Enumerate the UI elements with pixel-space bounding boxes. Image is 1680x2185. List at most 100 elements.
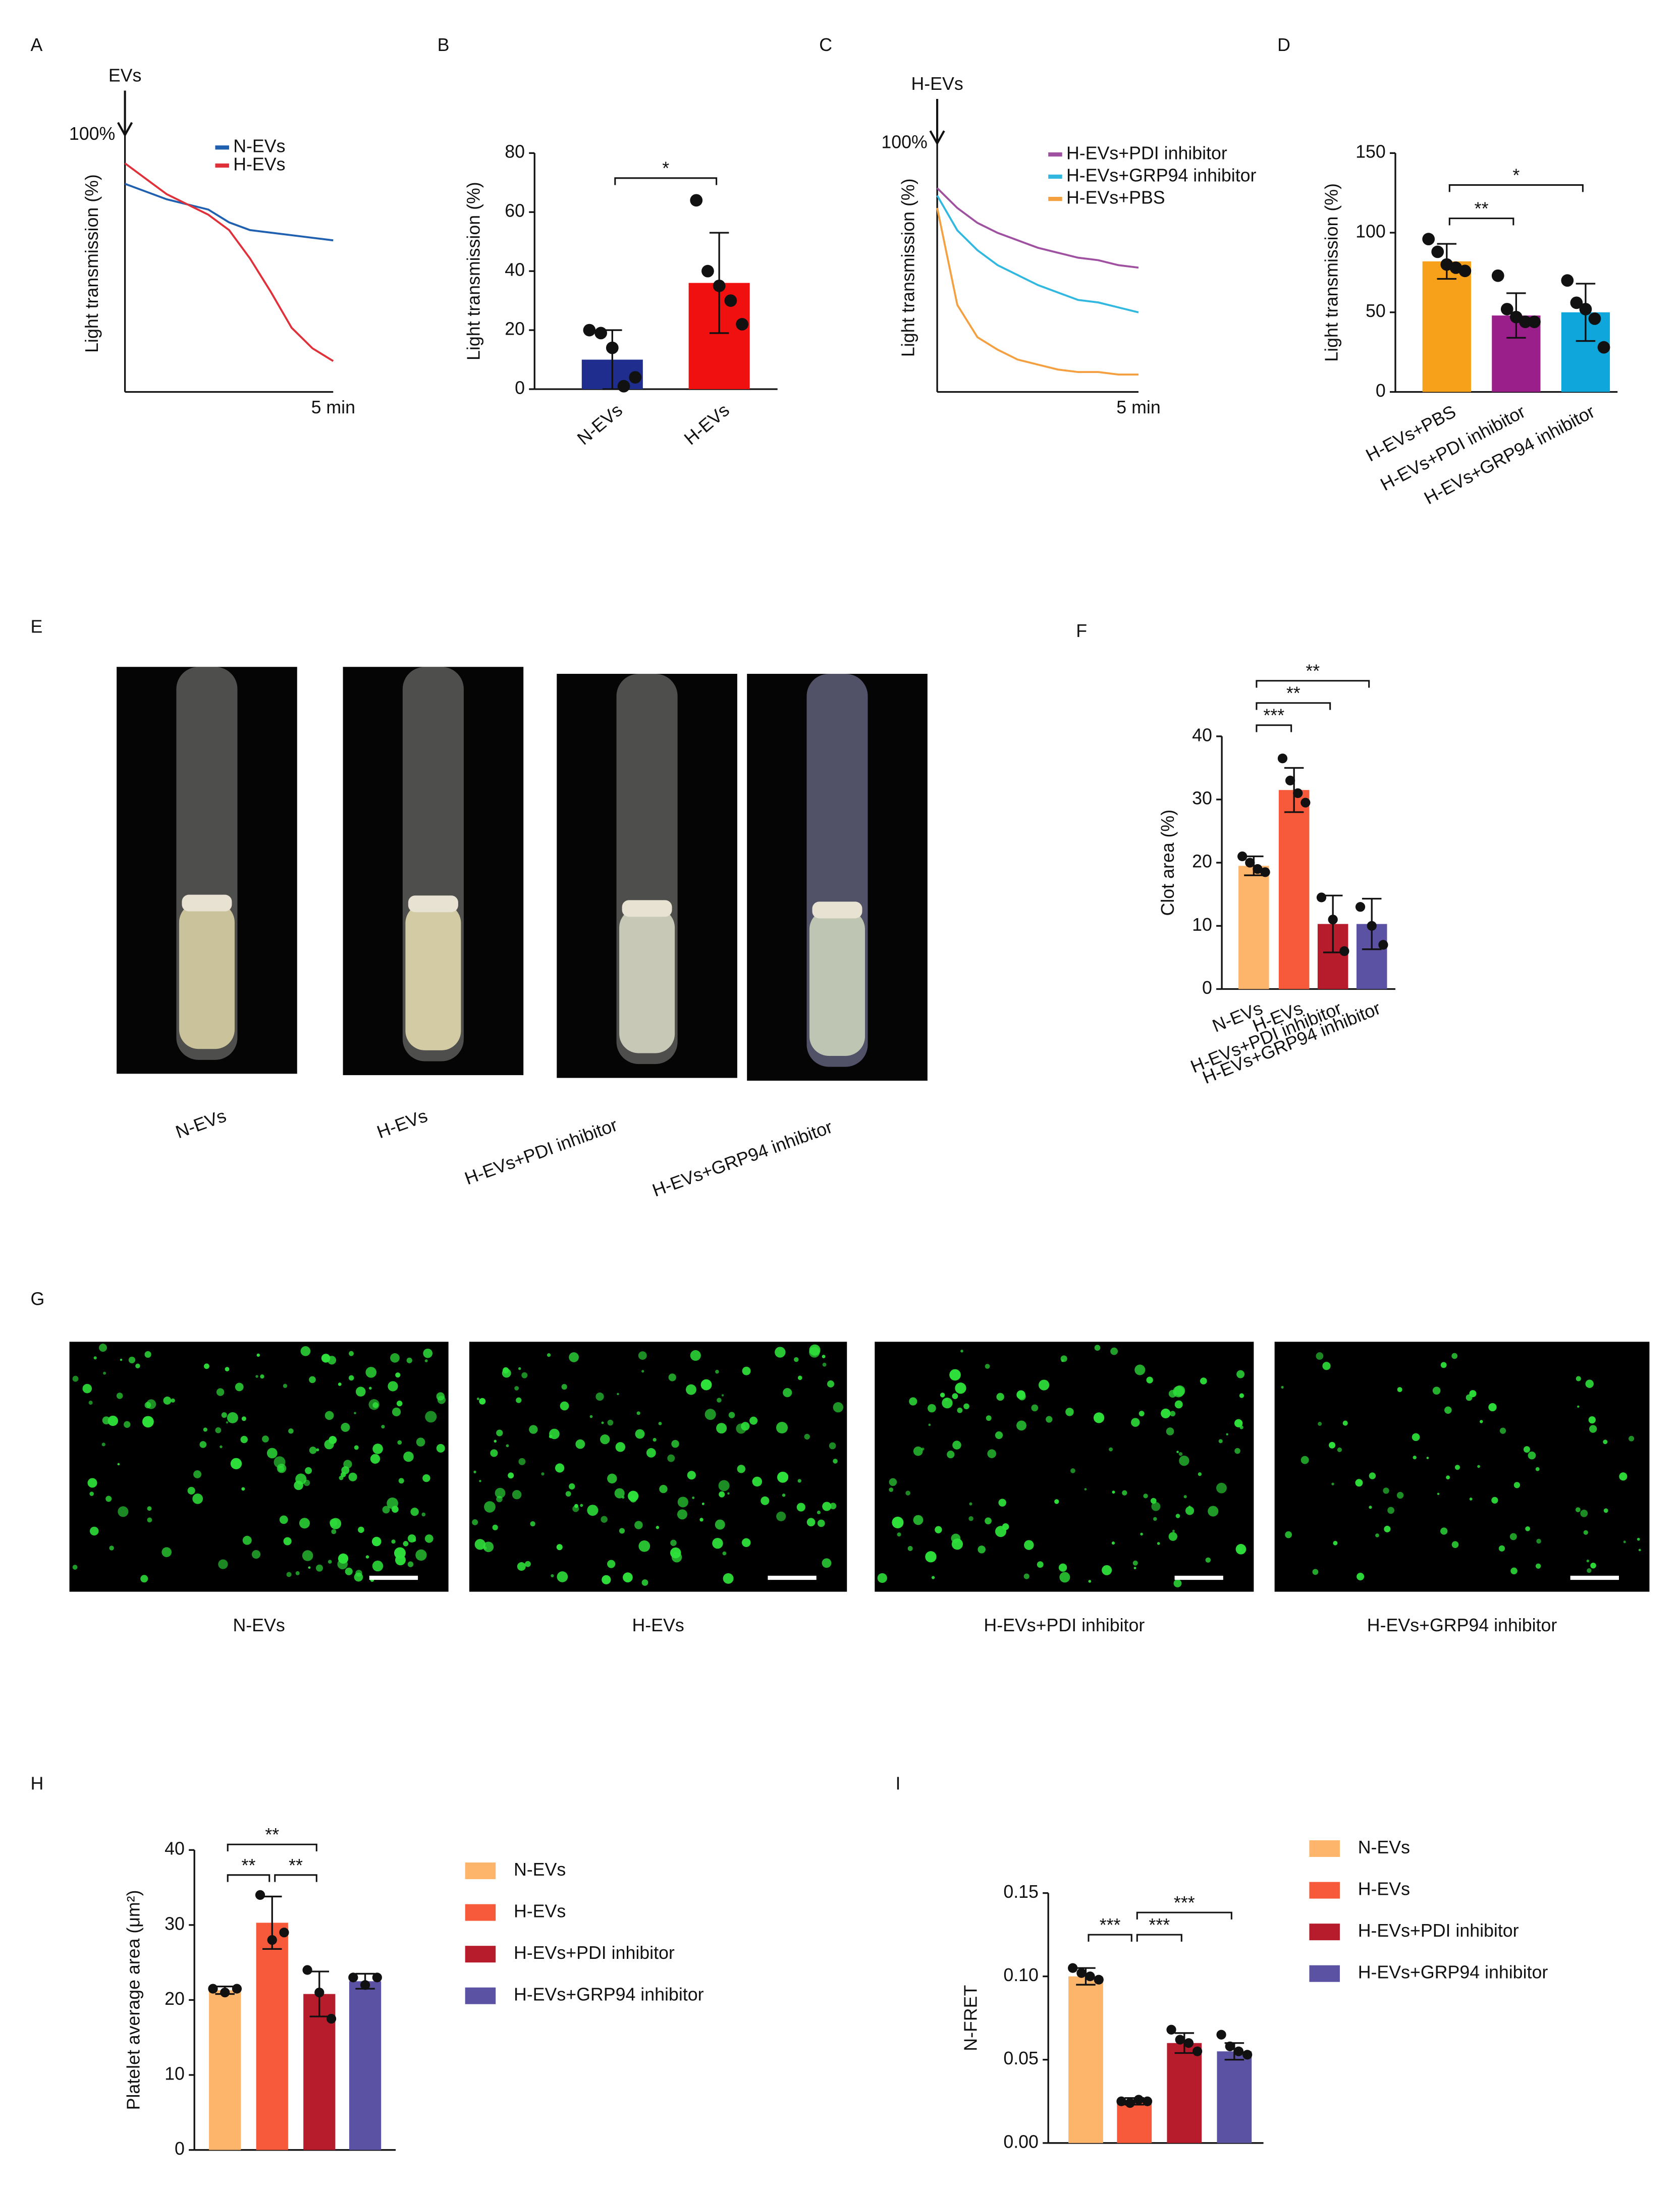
platelet-spot (561, 1384, 567, 1390)
platelet-spot (942, 1398, 953, 1409)
platelet-spot (830, 1503, 837, 1510)
tube-liquid (179, 902, 235, 1049)
platelet-spot (490, 1449, 498, 1457)
platelet-spot (636, 1411, 640, 1415)
bar (349, 1981, 382, 2150)
bar (1278, 790, 1310, 989)
platelet-spot (1396, 1491, 1404, 1499)
platelet-spot (587, 1505, 599, 1516)
data-point (220, 1987, 230, 1998)
platelet-spot (474, 1539, 486, 1550)
data-point (232, 1984, 242, 1994)
platelet-spot (530, 1521, 535, 1527)
platelet-spot (120, 1358, 123, 1361)
platelet-spot (897, 1532, 901, 1537)
platelet-spot (892, 1516, 904, 1528)
platelet-spot (135, 1363, 140, 1369)
data-point (1339, 946, 1349, 956)
platelet-spot (1469, 1498, 1473, 1501)
significance-bracket (1088, 1934, 1132, 1942)
significance-bracket (614, 177, 718, 185)
platelet-spot (382, 1506, 390, 1514)
platelet-spot (1426, 1457, 1429, 1459)
platelet-spot (89, 1491, 94, 1496)
platelet-spot (101, 1443, 105, 1447)
data-point (1528, 315, 1541, 329)
platelet-spot (521, 1372, 528, 1378)
data-point (267, 1935, 277, 1945)
bar (1238, 866, 1269, 989)
data-point (1293, 788, 1303, 798)
platelet-spot (1637, 1537, 1640, 1541)
platelet-spot (1112, 1490, 1115, 1494)
platelet-spot (1198, 1472, 1202, 1476)
fluorescence-image (469, 1342, 847, 1592)
platelet-spot (109, 1546, 114, 1551)
data-point (1192, 2046, 1203, 2056)
platelet-spot (388, 1381, 398, 1392)
platelet-spot (215, 1427, 222, 1433)
data-point (1285, 775, 1295, 786)
platelet-spot (483, 1541, 494, 1553)
platelet-spot (978, 1546, 986, 1554)
platelet-spot (72, 1375, 79, 1382)
platelet-spot (309, 1447, 317, 1454)
platelet-spot (107, 1415, 119, 1426)
data-point (1225, 2041, 1235, 2051)
platelet-spot (1322, 1362, 1331, 1370)
platelet-spot (1161, 1408, 1171, 1419)
y-tick-label: 0.05 (1003, 2048, 1039, 2068)
platelet-spot (395, 1372, 401, 1378)
platelet-spot (348, 1472, 357, 1481)
significance-bracket (1448, 184, 1584, 192)
y-tick-label: 80 (505, 142, 525, 162)
fluorescence-image (875, 1342, 1254, 1592)
data-point (1422, 233, 1435, 246)
platelet-spot (1312, 1569, 1319, 1575)
platelet-spot (220, 1445, 223, 1449)
platelet-spot (144, 1351, 151, 1358)
platelet-spot (1088, 1580, 1092, 1583)
platelet-spot (677, 1509, 687, 1520)
platelet-spot (406, 1357, 412, 1363)
platelet-spot (241, 1487, 245, 1491)
platelet-spot (1109, 1447, 1113, 1452)
platelet-spot (348, 1375, 354, 1381)
platelet-spot (1603, 1508, 1608, 1513)
significance-bracket (274, 1874, 317, 1882)
platelet-spot (889, 1478, 897, 1486)
platelet-spot (1139, 1411, 1145, 1417)
platelet-spot (484, 1501, 496, 1513)
platelet-spot (1583, 1530, 1588, 1535)
y-axis-label: Light transmission (%) (898, 178, 918, 357)
legend-label: H-EVs+GRP94 inhibitor (1066, 166, 1257, 186)
platelet-spot (670, 1539, 677, 1547)
platelet-spot (1236, 1370, 1245, 1378)
platelet-spot (1387, 1507, 1394, 1514)
platelet-spot (935, 1526, 942, 1533)
platelet-spot (1132, 1560, 1138, 1566)
platelet-spot (1432, 1387, 1441, 1395)
platelet-spot (518, 1458, 526, 1465)
data-point (583, 324, 596, 337)
annotation-arrowhead (117, 122, 133, 137)
y-tick-label: 0 (175, 2139, 185, 2159)
platelet-spot (913, 1515, 924, 1525)
platelet-spot (1444, 1406, 1452, 1414)
bar (1422, 261, 1471, 392)
platelet-spot (549, 1428, 560, 1440)
platelet-spot (905, 1490, 910, 1496)
data-point (1142, 2096, 1153, 2106)
platelet-spot (614, 1488, 625, 1499)
platelet-spot (193, 1470, 201, 1478)
platelet-spot (390, 1353, 400, 1363)
platelet-spot (518, 1367, 521, 1370)
platelet-spot (809, 1347, 820, 1358)
platelet-spot (877, 1573, 887, 1583)
y-axis-label: Platelet average area (μm²) (123, 1890, 143, 2110)
platelet-spot (723, 1573, 734, 1584)
platelet-spot (628, 1490, 639, 1502)
data-point (1355, 902, 1366, 912)
y-tick-label: 100% (881, 132, 927, 152)
